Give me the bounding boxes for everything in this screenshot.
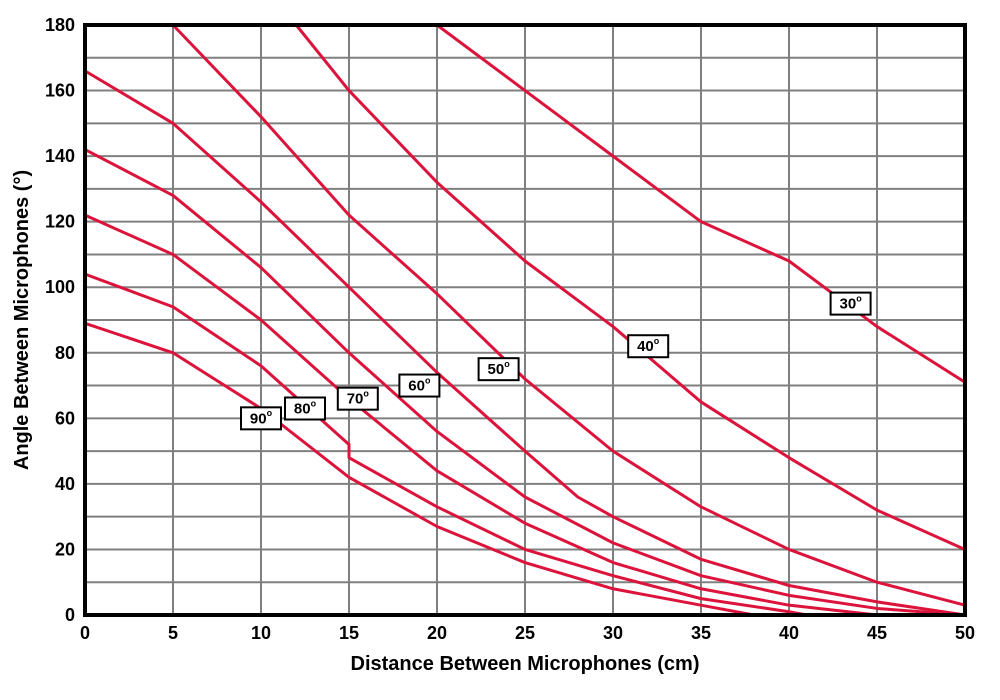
y-tick-label: 120 bbox=[45, 212, 75, 232]
x-tick-label: 0 bbox=[80, 623, 90, 643]
y-tick-label: 140 bbox=[45, 146, 75, 166]
x-tick-label: 35 bbox=[691, 623, 711, 643]
y-tick-label: 40 bbox=[55, 474, 75, 494]
microphone-angle-distance-chart: 0 5 10 15 20 25 30 35 40 45 50 0 20 40 60 80 100 120 140 16… bbox=[0, 0, 1000, 700]
x-tick-label: 5 bbox=[168, 623, 178, 643]
x-tick-label: 15 bbox=[339, 623, 359, 643]
y-tick-label: 0 bbox=[65, 605, 75, 625]
x-tick-label: 45 bbox=[867, 623, 887, 643]
y-tick-label: 100 bbox=[45, 277, 75, 297]
x-tick-label: 20 bbox=[427, 623, 447, 643]
y-tick-label: 180 bbox=[45, 15, 75, 35]
x-tick-label: 40 bbox=[779, 623, 799, 643]
x-axis-label: Distance Between Microphones (cm) bbox=[351, 653, 700, 675]
x-tick-label: 30 bbox=[603, 623, 623, 643]
x-tick-label: 25 bbox=[515, 623, 535, 643]
y-tick-label: 20 bbox=[55, 539, 75, 559]
x-tick-label: 50 bbox=[955, 623, 975, 643]
y-axis-label: Angle Between Microphones (°) bbox=[11, 170, 33, 470]
y-tick-label: 160 bbox=[45, 81, 75, 101]
x-tick-label: 10 bbox=[251, 623, 271, 643]
y-tick-label: 80 bbox=[55, 343, 75, 363]
y-tick-label: 60 bbox=[55, 408, 75, 428]
chart-svg: 0 5 10 15 20 25 30 35 40 45 50 0 20 40 60 80 100 120 140 16… bbox=[0, 0, 1000, 700]
